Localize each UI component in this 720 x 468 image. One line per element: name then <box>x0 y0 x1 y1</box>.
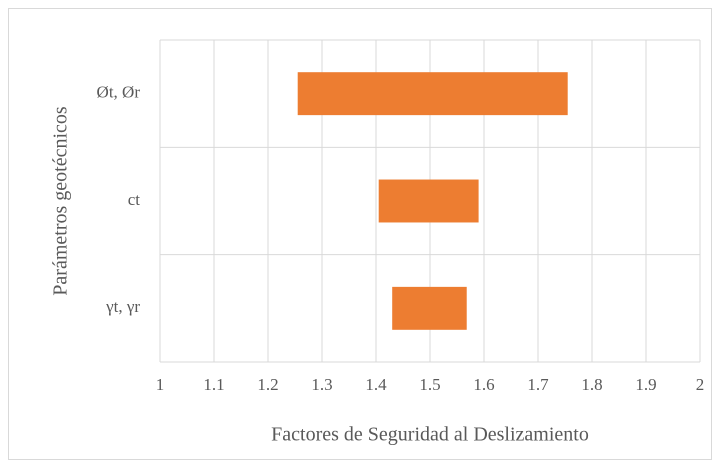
y-axis-title: Parámetros geotécnicos <box>50 106 72 296</box>
x-axis-title: Factores de Seguridad al Deslizamiento <box>271 424 589 446</box>
x-tick-label: 1.3 <box>311 375 332 394</box>
y-tick-label: ct <box>128 190 141 209</box>
y-tick-label: γt, γr <box>105 297 140 316</box>
x-tick-label: 1.9 <box>635 375 656 394</box>
bar <box>297 72 568 116</box>
x-tick-label: 1.4 <box>365 375 387 394</box>
x-tick-label: 1.1 <box>203 375 224 394</box>
x-tick-label: 2 <box>696 375 705 394</box>
x-tick-label: 1 <box>156 375 165 394</box>
bar <box>392 286 467 330</box>
x-tick-label: 1.7 <box>527 375 549 394</box>
x-tick-label: 1.8 <box>581 375 602 394</box>
y-tick-label: Øt, Ør <box>97 83 141 102</box>
x-tick-label: 1.5 <box>419 375 440 394</box>
x-tick-label: 1.2 <box>257 375 278 394</box>
x-tick-label: 1.6 <box>473 375 494 394</box>
bar <box>378 179 479 223</box>
